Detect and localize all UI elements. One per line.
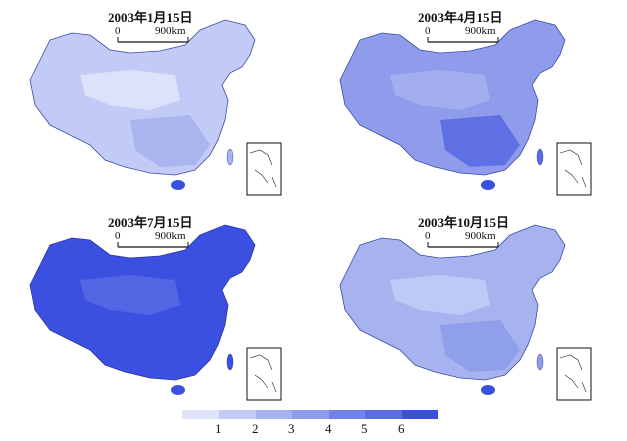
hainan-island bbox=[171, 385, 185, 395]
scale-start-label: 0 bbox=[115, 25, 121, 37]
scale-end-label: 900km bbox=[155, 25, 186, 37]
legend-swatch bbox=[329, 410, 365, 419]
hainan-island bbox=[171, 180, 185, 190]
inset-coastline bbox=[559, 149, 587, 188]
panel-title: 2003年7月15日 bbox=[108, 215, 193, 230]
china-map-july bbox=[29, 224, 282, 401]
legend-swatch bbox=[256, 410, 292, 419]
taiwan-island bbox=[226, 148, 234, 166]
inset-coastline bbox=[249, 354, 277, 393]
map-panel-october: 2003年10月15日 0 900km bbox=[320, 210, 620, 410]
legend-label: 5 bbox=[361, 421, 368, 436]
inset-coastline bbox=[559, 354, 587, 393]
region-shading bbox=[440, 115, 520, 167]
south-china-sea-inset bbox=[246, 347, 282, 401]
region-shading bbox=[80, 70, 180, 110]
map-panel-april: 2003年4月15日 0 900km bbox=[320, 5, 620, 205]
inset-coastline bbox=[249, 149, 277, 188]
region-shading bbox=[390, 70, 490, 110]
region-shading bbox=[80, 275, 180, 315]
taiwan-island bbox=[536, 353, 544, 371]
legend-label: 1 bbox=[215, 421, 222, 436]
china-map-april bbox=[339, 19, 592, 196]
panel-title: 2003年4月15日 bbox=[418, 10, 503, 25]
south-china-sea-inset bbox=[556, 347, 592, 401]
scale-end-label: 900km bbox=[155, 230, 186, 242]
region-shading bbox=[130, 115, 210, 167]
legend-label: 4 bbox=[325, 421, 332, 436]
scale-start-label: 0 bbox=[115, 230, 121, 242]
panel-title: 2003年10月15日 bbox=[418, 215, 510, 230]
scale-start-label: 0 bbox=[425, 25, 431, 37]
legend-label: 6 bbox=[398, 421, 405, 436]
legend-swatch bbox=[182, 410, 219, 419]
legend-swatch bbox=[365, 410, 402, 419]
hainan-island bbox=[481, 385, 495, 395]
color-legend: 1 2 3 4 5 6 bbox=[182, 410, 438, 440]
taiwan-island bbox=[536, 148, 544, 166]
china-map-january bbox=[29, 19, 282, 196]
map-panel-january: 2003年1月15日 0 900km bbox=[10, 5, 310, 205]
legend-swatch bbox=[219, 410, 256, 419]
map-panel-july: 2003年7月15日 0 900km bbox=[10, 210, 310, 410]
region-shading bbox=[440, 320, 520, 372]
hainan-island bbox=[481, 180, 495, 190]
scale-end-label: 900km bbox=[465, 25, 496, 37]
panel-title: 2003年1月15日 bbox=[108, 10, 193, 25]
scale-start-label: 0 bbox=[425, 230, 431, 242]
south-china-sea-inset bbox=[246, 142, 282, 196]
legend-label: 3 bbox=[288, 421, 295, 436]
scale-end-label: 900km bbox=[465, 230, 496, 242]
region-shading bbox=[390, 275, 490, 315]
china-map-october bbox=[339, 224, 592, 401]
south-china-sea-inset bbox=[556, 142, 592, 196]
legend-swatch bbox=[292, 410, 329, 419]
taiwan-island bbox=[226, 353, 234, 371]
legend-swatch bbox=[402, 410, 438, 419]
legend-label: 2 bbox=[252, 421, 259, 436]
